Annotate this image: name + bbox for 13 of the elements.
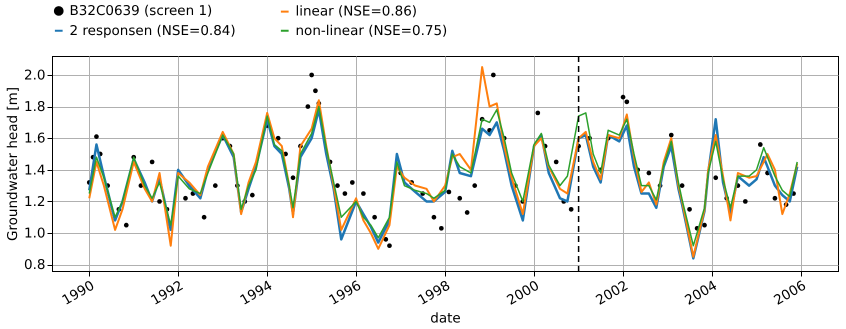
y-axis-title: Groundwater head [m] — [5, 86, 22, 242]
y-tick-label: 2.0 — [24, 67, 46, 84]
y-tick-label: 1.4 — [24, 162, 46, 178]
y-tick-label: 1.8 — [24, 99, 46, 116]
x-axis-title: date — [430, 310, 461, 326]
y-tick-label: 1.0 — [24, 226, 46, 242]
legend-label: 2 responsen (NSE=0.84) — [70, 22, 236, 39]
y-tick-label: 0.8 — [24, 257, 46, 274]
legend-label: B32C0639 (screen 1) — [70, 2, 212, 19]
y-tick-label: 1.2 — [24, 194, 46, 210]
legend-label: linear (NSE=0.86) — [296, 4, 418, 20]
legend-label: non-linear (NSE=0.75) — [296, 22, 448, 39]
y-tick-label: 1.6 — [24, 130, 46, 147]
